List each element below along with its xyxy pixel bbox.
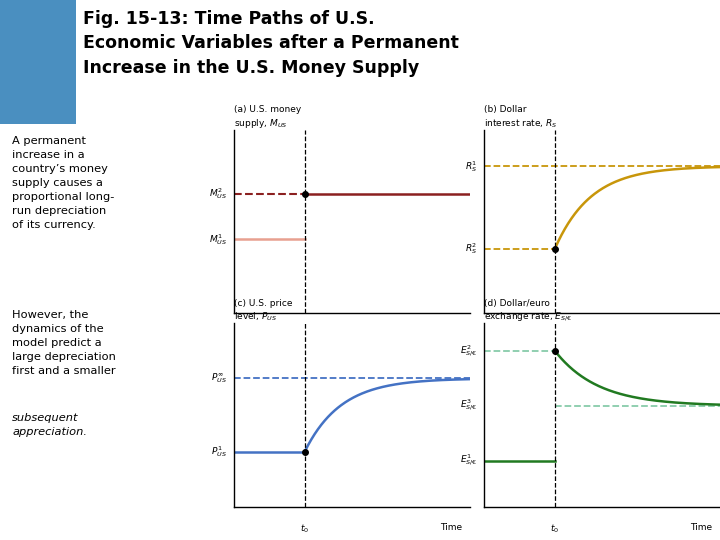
Text: $R^2_S$: $R^2_S$	[465, 241, 477, 256]
Text: $t_0$: $t_0$	[300, 329, 310, 342]
Text: Time: Time	[440, 523, 462, 532]
Text: (a) U.S. money
supply, $M_{US}$: (a) U.S. money supply, $M_{US}$	[234, 105, 301, 130]
Text: $R^1_S$: $R^1_S$	[464, 159, 477, 174]
Text: $t_0$: $t_0$	[300, 523, 310, 536]
Text: A permanent
increase in a
country’s money
supply causes a
proportional long-
run: A permanent increase in a country’s mone…	[12, 136, 114, 230]
Text: $t_0$: $t_0$	[550, 329, 559, 342]
Text: $M^1_{US}$: $M^1_{US}$	[209, 232, 227, 247]
Text: Fig. 15-13: Time Paths of U.S.
Economic Variables after a Permanent
Increase in : Fig. 15-13: Time Paths of U.S. Economic …	[83, 10, 459, 77]
Text: $E^3_{S/€}$: $E^3_{S/€}$	[459, 398, 477, 414]
Text: subsequent
appreciation.: subsequent appreciation.	[12, 413, 87, 437]
Text: $P^\infty_{US}$: $P^\infty_{US}$	[211, 372, 227, 385]
Text: $P^1_{US}$: $P^1_{US}$	[211, 444, 227, 459]
Text: 15-29: 15-29	[682, 522, 706, 530]
Text: $E^2_{S/€}$: $E^2_{S/€}$	[459, 343, 477, 359]
Bar	[0, 0, 76, 124]
Text: Copyright ©2015 Pearson Education, Inc. All rights reserved.: Copyright ©2015 Pearson Education, Inc. …	[14, 522, 271, 530]
Text: Time: Time	[690, 329, 712, 338]
Text: Time: Time	[440, 329, 462, 338]
Text: $t_0$: $t_0$	[550, 523, 559, 536]
Text: However, the
dynamics of the
model predict a
large depreciation
first and a smal: However, the dynamics of the model predi…	[12, 310, 116, 376]
Text: (b) Dollar
interest rate, $R_S$: (b) Dollar interest rate, $R_S$	[485, 105, 558, 130]
Text: (c) U.S. price
level, $P_{US}$: (c) U.S. price level, $P_{US}$	[234, 299, 292, 323]
Text: $E^1_{S/€}$: $E^1_{S/€}$	[459, 453, 477, 468]
Text: (d) Dollar/euro
exchange rate, $E_{S/€}$: (d) Dollar/euro exchange rate, $E_{S/€}$	[485, 299, 572, 323]
Text: Time: Time	[690, 523, 712, 532]
Text: $M^2_{US}$: $M^2_{US}$	[209, 186, 227, 201]
